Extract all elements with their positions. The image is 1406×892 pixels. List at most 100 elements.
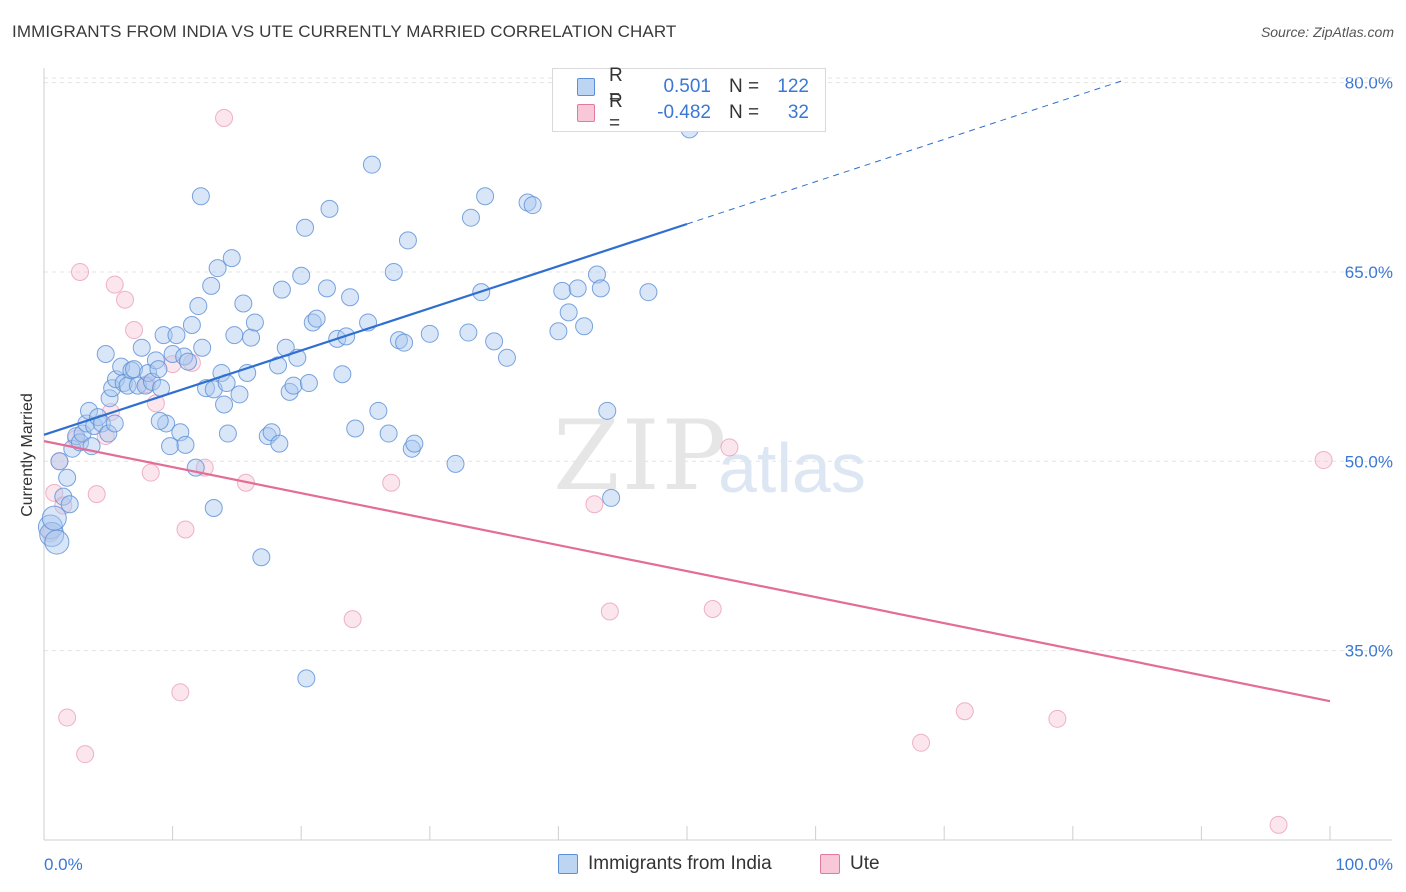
ute-point <box>585 495 604 514</box>
india-point <box>252 548 271 567</box>
india-point <box>105 414 124 433</box>
india-point <box>50 452 69 471</box>
bottom-swatch-ute <box>820 854 840 874</box>
y-tick-label: 80.0% <box>1345 74 1393 93</box>
legend-swatch-india <box>577 78 595 96</box>
india-point <box>346 419 365 438</box>
ute-point <box>955 702 974 721</box>
india-point <box>602 488 621 507</box>
india-point <box>269 356 288 375</box>
ute-point <box>215 108 234 127</box>
india-trend-line <box>43 222 688 436</box>
india-point <box>234 294 253 313</box>
india-point <box>202 276 221 295</box>
ute-point <box>71 262 90 281</box>
ute-point <box>58 708 77 727</box>
ute-point <box>116 290 135 309</box>
ute-point <box>87 485 106 504</box>
india-point <box>598 401 617 420</box>
india-point <box>230 385 249 404</box>
ute-point <box>1269 815 1288 834</box>
india-point <box>242 328 261 347</box>
india-point <box>39 522 65 548</box>
legend-r-label: R = <box>609 91 623 134</box>
india-point <box>549 322 568 341</box>
india-point <box>369 401 388 420</box>
india-point <box>103 379 122 398</box>
india-point <box>60 495 79 514</box>
legend-r-value: 0.501 <box>663 76 711 97</box>
india-point <box>341 288 360 307</box>
india-point <box>461 208 480 227</box>
india-point <box>149 360 168 379</box>
stats-legend: R = 0.501 N = 122 R = -0.482 N = 32 <box>552 65 826 134</box>
ute-point <box>1314 451 1333 470</box>
bottom-legend-ute-label: Ute <box>850 853 880 874</box>
ute-point <box>720 438 739 457</box>
ute-trend-line <box>43 440 1331 703</box>
india-point <box>284 376 303 395</box>
india-point <box>272 280 291 299</box>
india-point <box>292 266 311 285</box>
india-point <box>299 374 318 393</box>
india-point <box>154 326 173 345</box>
india-point <box>587 265 606 284</box>
india-point <box>161 437 180 456</box>
y-tick-label: 35.0% <box>1345 642 1393 661</box>
india-point <box>459 323 478 342</box>
watermark-zip: ZIP <box>553 400 729 512</box>
india-point <box>591 279 610 298</box>
chart-title: IMMIGRANTS FROM INDIA VS UTE CURRENTLY M… <box>12 22 677 41</box>
legend-r-value: -0.482 <box>657 102 711 123</box>
india-point <box>307 309 326 328</box>
india-point <box>118 376 137 395</box>
legend-row-india: R = 0.501 N = 122 <box>577 65 809 108</box>
x-tick-label: 100.0% <box>1335 855 1393 874</box>
india-point <box>204 499 223 518</box>
legend-swatch-ute <box>577 104 595 122</box>
india-point <box>215 395 234 414</box>
india-point <box>54 487 73 506</box>
legend-n-label: N = <box>729 76 760 97</box>
india-point <box>379 424 398 443</box>
india-point <box>568 279 587 298</box>
india-point <box>245 313 264 332</box>
india-point <box>320 199 339 218</box>
india-point <box>559 303 578 322</box>
india-point <box>167 326 186 345</box>
ute-point <box>912 733 931 752</box>
legend-row-ute: R = -0.482 N = 32 <box>577 91 809 134</box>
india-point <box>270 434 289 453</box>
ute-point <box>1048 709 1067 728</box>
bottom-swatch-india <box>558 854 578 874</box>
x-tick-label: 0.0% <box>44 855 83 874</box>
india-point <box>405 434 424 453</box>
legend-n-label: N = <box>729 102 760 123</box>
bottom-legend-ute: Ute <box>820 852 880 876</box>
ute-point <box>76 745 95 764</box>
india-point <box>99 424 118 443</box>
india-point <box>176 435 195 454</box>
ute-point <box>343 610 362 629</box>
ute-point <box>382 473 401 492</box>
india-point <box>179 352 198 371</box>
india-point <box>333 365 352 384</box>
india-point <box>163 345 182 364</box>
ute-point <box>600 602 619 621</box>
ute-point <box>105 275 124 294</box>
india-point <box>96 345 115 364</box>
ute-point <box>703 600 722 618</box>
ute-point <box>141 463 160 482</box>
india-point <box>639 283 658 302</box>
india-point <box>402 439 421 458</box>
y-tick-label: 65.0% <box>1345 263 1393 282</box>
india-point <box>189 297 208 316</box>
india-point <box>58 468 77 487</box>
source-label: Source: ZipAtlas.com <box>1260 24 1394 40</box>
watermark-atlas: atlas <box>718 429 866 507</box>
india-point <box>128 376 147 395</box>
india-point <box>575 317 594 336</box>
india-point <box>182 315 201 334</box>
india-point <box>485 332 504 351</box>
